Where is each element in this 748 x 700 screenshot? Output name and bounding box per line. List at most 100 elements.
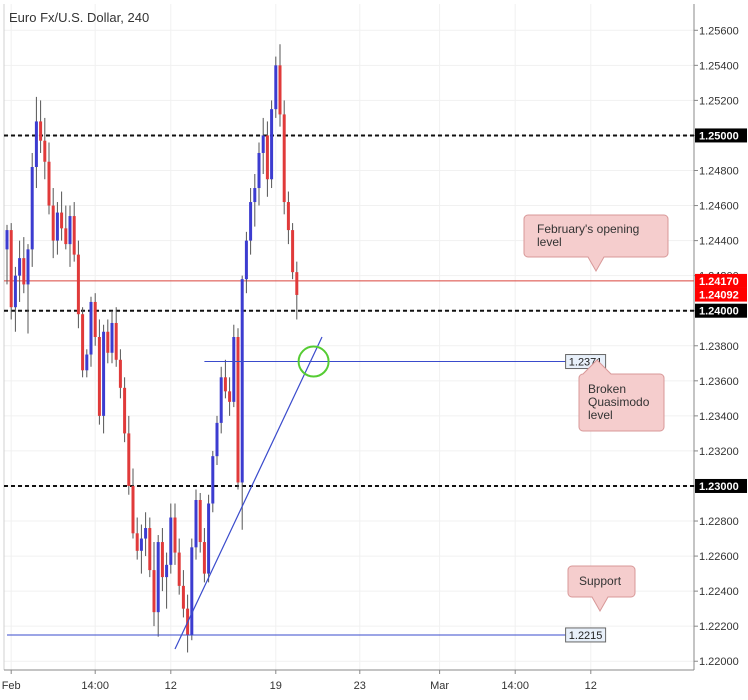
candle-body-41 — [177, 552, 181, 586]
callout-quasimodo-bubble — [578, 359, 665, 432]
candle-body-18 — [81, 314, 85, 371]
candle-body-10 — [47, 161, 51, 206]
candle-body-69 — [295, 272, 299, 295]
price-badge-label-0: 1.25000 — [699, 130, 739, 142]
candle-body-35 — [152, 570, 156, 613]
callout-opening-level-bubble — [523, 214, 669, 273]
candle-body-65 — [278, 65, 282, 115]
time-tick-label-4: 23 — [354, 680, 366, 692]
candle-body-3 — [18, 258, 22, 276]
candle-body-0 — [5, 230, 9, 250]
candle-body-16 — [72, 216, 76, 255]
candle-body-1 — [9, 230, 13, 308]
candle-body-39 — [169, 517, 173, 565]
candle-body-36 — [156, 542, 160, 613]
candle-body-60 — [257, 152, 261, 189]
candle-body-37 — [160, 542, 164, 578]
price-tick-label-14: 1.22800 — [699, 516, 739, 528]
callout-support-bubble — [567, 565, 636, 613]
candle-body-32 — [139, 538, 143, 551]
time-tick-label-1: 14:00 — [81, 680, 109, 692]
candle-body-33 — [144, 528, 148, 539]
candle-body-2 — [13, 275, 17, 308]
candle-body-26 — [114, 322, 118, 360]
price-badge-label-3: 1.24000 — [699, 306, 739, 318]
chart-title: Euro Fx/U.S. Dollar, 240 — [9, 10, 149, 25]
candle-body-62 — [265, 135, 269, 180]
candle-body-49 — [211, 456, 215, 504]
candle-body-15 — [68, 216, 72, 245]
candle-body-4 — [22, 258, 26, 285]
time-tick-label-3: 19 — [270, 680, 282, 692]
candle-body-22 — [97, 337, 101, 416]
candle-body-45 — [194, 499, 198, 548]
price-badge-bg-0 — [695, 128, 747, 143]
callout-quasimodo: Broken Quasimodo level — [578, 359, 665, 432]
price-tick-label-18: 1.22000 — [699, 656, 739, 668]
callout-opening-level: February's opening level — [523, 214, 669, 273]
candle-body-66 — [282, 114, 286, 203]
candle-body-61 — [261, 135, 265, 153]
price-tick-label-5: 1.24600 — [699, 201, 739, 213]
candle-body-53 — [228, 391, 232, 402]
candle-body-59 — [253, 188, 257, 203]
candle-body-64 — [274, 65, 278, 110]
candle-body-28 — [123, 387, 127, 434]
candle-body-46 — [198, 499, 202, 543]
candle-body-55 — [236, 337, 240, 483]
candle-body-38 — [165, 564, 169, 578]
price-tick-label-9: 1.23800 — [699, 341, 739, 353]
callout-quasimodo-line-1: Broken — [588, 382, 626, 396]
candle-body-63 — [270, 109, 274, 180]
candle-body-19 — [85, 354, 89, 371]
time-tick-label-0: Feb — [2, 680, 21, 692]
candle-body-20 — [89, 301, 93, 355]
candle-body-29 — [127, 433, 131, 486]
price-tick-label-1: 1.25400 — [699, 60, 739, 72]
plot-frame — [3, 4, 695, 671]
candle-body-57 — [244, 240, 248, 280]
candle-body-58 — [249, 202, 253, 241]
price-badge-bg-1 — [695, 273, 747, 288]
candle-body-11 — [51, 205, 55, 241]
candle-body-67 — [286, 202, 290, 231]
candle-body-9 — [43, 140, 47, 162]
confluence-circle — [297, 345, 330, 378]
price-axis-ticks: 1.25600 1.25400 1.25200 1.25000 1.24800 1.246… — [694, 25, 739, 668]
price-tick-label-16: 1.22400 — [699, 586, 739, 598]
candle-body-52 — [223, 377, 227, 392]
price-tick-label-11: 1.23400 — [699, 411, 739, 423]
candle-body-34 — [148, 528, 152, 571]
time-axis-ticks: Feb 14:00 12 19 23 Mar 14:00 12 — [2, 670, 597, 692]
candle-body-8 — [39, 121, 43, 141]
trendline — [174, 336, 323, 650]
candle-body-14 — [64, 228, 68, 245]
candle-body-51 — [219, 377, 223, 423]
price-tick-label-2: 1.25200 — [699, 95, 739, 107]
hline-label-box-1 — [565, 627, 607, 643]
callout-opening-level-line-1: February's opening — [537, 222, 639, 236]
candle-body-42 — [181, 585, 185, 609]
candle-body-24 — [106, 331, 110, 353]
price-badge-bg-4 — [695, 478, 747, 493]
time-tick-label-5: Mar — [430, 680, 449, 692]
price-tick-label-4: 1.24800 — [699, 166, 739, 178]
price-badge-bg-2 — [695, 287, 747, 302]
price-badge-label-4: 1.23000 — [699, 481, 739, 493]
price-badge-bg-3 — [695, 303, 747, 318]
price-badge-label-2: 1.24092 — [699, 290, 739, 302]
candle-body-30 — [131, 485, 135, 534]
price-tick-label-0: 1.25600 — [699, 25, 739, 37]
candle-body-13 — [60, 212, 64, 229]
callout-support-line-1: Support — [579, 574, 622, 588]
candle-body-6 — [30, 166, 34, 250]
time-tick-label-2: 12 — [165, 680, 177, 692]
candle-body-5 — [26, 249, 30, 285]
candle-body-7 — [34, 121, 38, 167]
levels-group — [4, 134, 694, 487]
price-tick-label-6: 1.24400 — [699, 236, 739, 248]
time-tick-label-7: 12 — [585, 680, 597, 692]
candle-body-54 — [232, 337, 236, 402]
candle-body-47 — [202, 542, 206, 574]
